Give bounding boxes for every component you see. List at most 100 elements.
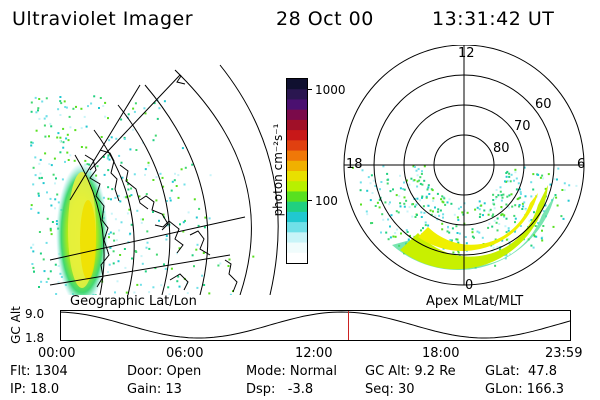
noise-pixel bbox=[523, 166, 526, 169]
noise-pixel bbox=[112, 262, 115, 265]
noise-pixel bbox=[433, 216, 436, 218]
noise-pixel bbox=[41, 100, 44, 103]
noise-pixel bbox=[453, 213, 456, 216]
noise-pixel bbox=[389, 236, 392, 239]
noise-pixel bbox=[352, 166, 354, 169]
noise-pixel bbox=[514, 217, 517, 220]
noise-pixel bbox=[66, 133, 69, 136]
noise-pixel bbox=[378, 206, 381, 209]
noise-pixel bbox=[500, 214, 503, 217]
noise-pixel bbox=[456, 238, 459, 241]
polar-mlat-mlt-panel bbox=[343, 45, 585, 286]
noise-pixel bbox=[549, 183, 552, 186]
noise-pixel bbox=[496, 217, 499, 220]
noise-pixel bbox=[32, 266, 35, 269]
noise-pixel bbox=[406, 210, 409, 213]
noise-pixel bbox=[180, 168, 183, 171]
noise-pixel bbox=[208, 217, 211, 220]
noise-pixel bbox=[517, 197, 520, 200]
noise-pixel bbox=[141, 141, 144, 144]
noise-pixel bbox=[176, 280, 179, 283]
noise-pixel bbox=[66, 151, 69, 154]
noise-pixel bbox=[542, 177, 545, 180]
noise-pixel bbox=[514, 168, 517, 171]
noise-pixel bbox=[409, 234, 411, 237]
noise-pixel bbox=[62, 146, 65, 149]
noise-pixel bbox=[30, 141, 33, 144]
colorbar-band bbox=[287, 242, 307, 254]
noise-pixel bbox=[407, 238, 410, 241]
noise-pixel bbox=[40, 176, 43, 179]
noise-pixel bbox=[423, 165, 426, 168]
noise-pixel bbox=[371, 192, 374, 194]
noise-pixel bbox=[541, 239, 544, 242]
status-dsp: Dsp: -3.8 bbox=[246, 382, 314, 397]
noise-pixel bbox=[535, 235, 538, 238]
noise-pixel bbox=[120, 221, 123, 224]
noise-pixel bbox=[423, 179, 426, 182]
noise-pixel bbox=[502, 193, 505, 196]
noise-pixel bbox=[446, 201, 449, 204]
noise-pixel bbox=[397, 211, 400, 214]
noise-pixel bbox=[411, 215, 414, 218]
noise-pixel bbox=[507, 238, 510, 240]
noise-pixel bbox=[411, 203, 414, 206]
noise-pixel bbox=[175, 185, 178, 187]
noise-pixel bbox=[399, 187, 402, 190]
noise-pixel bbox=[37, 107, 40, 110]
noise-pixel bbox=[177, 174, 180, 177]
noise-pixel bbox=[148, 247, 151, 250]
noise-pixel bbox=[389, 201, 391, 204]
noise-pixel bbox=[119, 200, 122, 203]
colorbar-band bbox=[287, 160, 307, 172]
noise-pixel bbox=[493, 207, 496, 210]
noise-pixel bbox=[56, 136, 59, 139]
noise-pixel bbox=[130, 223, 133, 226]
noise-pixel bbox=[500, 199, 503, 202]
noise-pixel bbox=[430, 213, 433, 216]
noise-pixel bbox=[491, 215, 494, 218]
noise-pixel bbox=[123, 138, 126, 140]
noise-pixel bbox=[133, 173, 136, 176]
noise-pixel bbox=[46, 191, 48, 194]
noise-pixel bbox=[379, 188, 381, 191]
colorbar-band bbox=[287, 211, 307, 223]
noise-pixel bbox=[366, 189, 369, 192]
noise-pixel bbox=[184, 166, 187, 169]
noise-pixel bbox=[386, 178, 389, 181]
noise-pixel bbox=[518, 205, 521, 208]
noise-pixel bbox=[406, 231, 409, 233]
noise-pixel bbox=[505, 217, 508, 220]
noise-pixel bbox=[488, 210, 491, 213]
noise-pixel bbox=[193, 198, 196, 201]
noise-pixel bbox=[422, 205, 425, 208]
noise-pixel bbox=[152, 286, 155, 289]
noise-pixel bbox=[403, 181, 405, 184]
noise-pixel bbox=[63, 100, 66, 103]
noise-pixel bbox=[152, 139, 155, 142]
noise-pixel bbox=[229, 293, 232, 295]
noise-pixel bbox=[518, 204, 521, 206]
noise-pixel bbox=[108, 236, 110, 239]
noise-pixel bbox=[471, 228, 474, 231]
noise-pixel bbox=[400, 232, 402, 235]
noise-pixel bbox=[191, 163, 194, 166]
noise-pixel bbox=[171, 180, 174, 183]
noise-pixel bbox=[133, 110, 136, 113]
noise-pixel bbox=[59, 96, 62, 98]
noise-pixel bbox=[361, 169, 364, 172]
noise-pixel bbox=[532, 173, 535, 176]
noise-pixel bbox=[102, 156, 105, 158]
noise-pixel bbox=[444, 203, 447, 206]
noise-pixel bbox=[153, 102, 156, 105]
noise-pixel bbox=[85, 146, 88, 149]
noise-pixel bbox=[156, 117, 159, 120]
noise-pixel bbox=[50, 164, 53, 167]
noise-pixel bbox=[152, 211, 154, 213]
noise-pixel bbox=[177, 275, 180, 278]
noise-pixel bbox=[441, 200, 444, 203]
noise-pixel bbox=[458, 232, 461, 235]
noise-pixel bbox=[140, 218, 143, 221]
noise-pixel bbox=[374, 185, 377, 187]
noise-pixel bbox=[179, 223, 181, 226]
